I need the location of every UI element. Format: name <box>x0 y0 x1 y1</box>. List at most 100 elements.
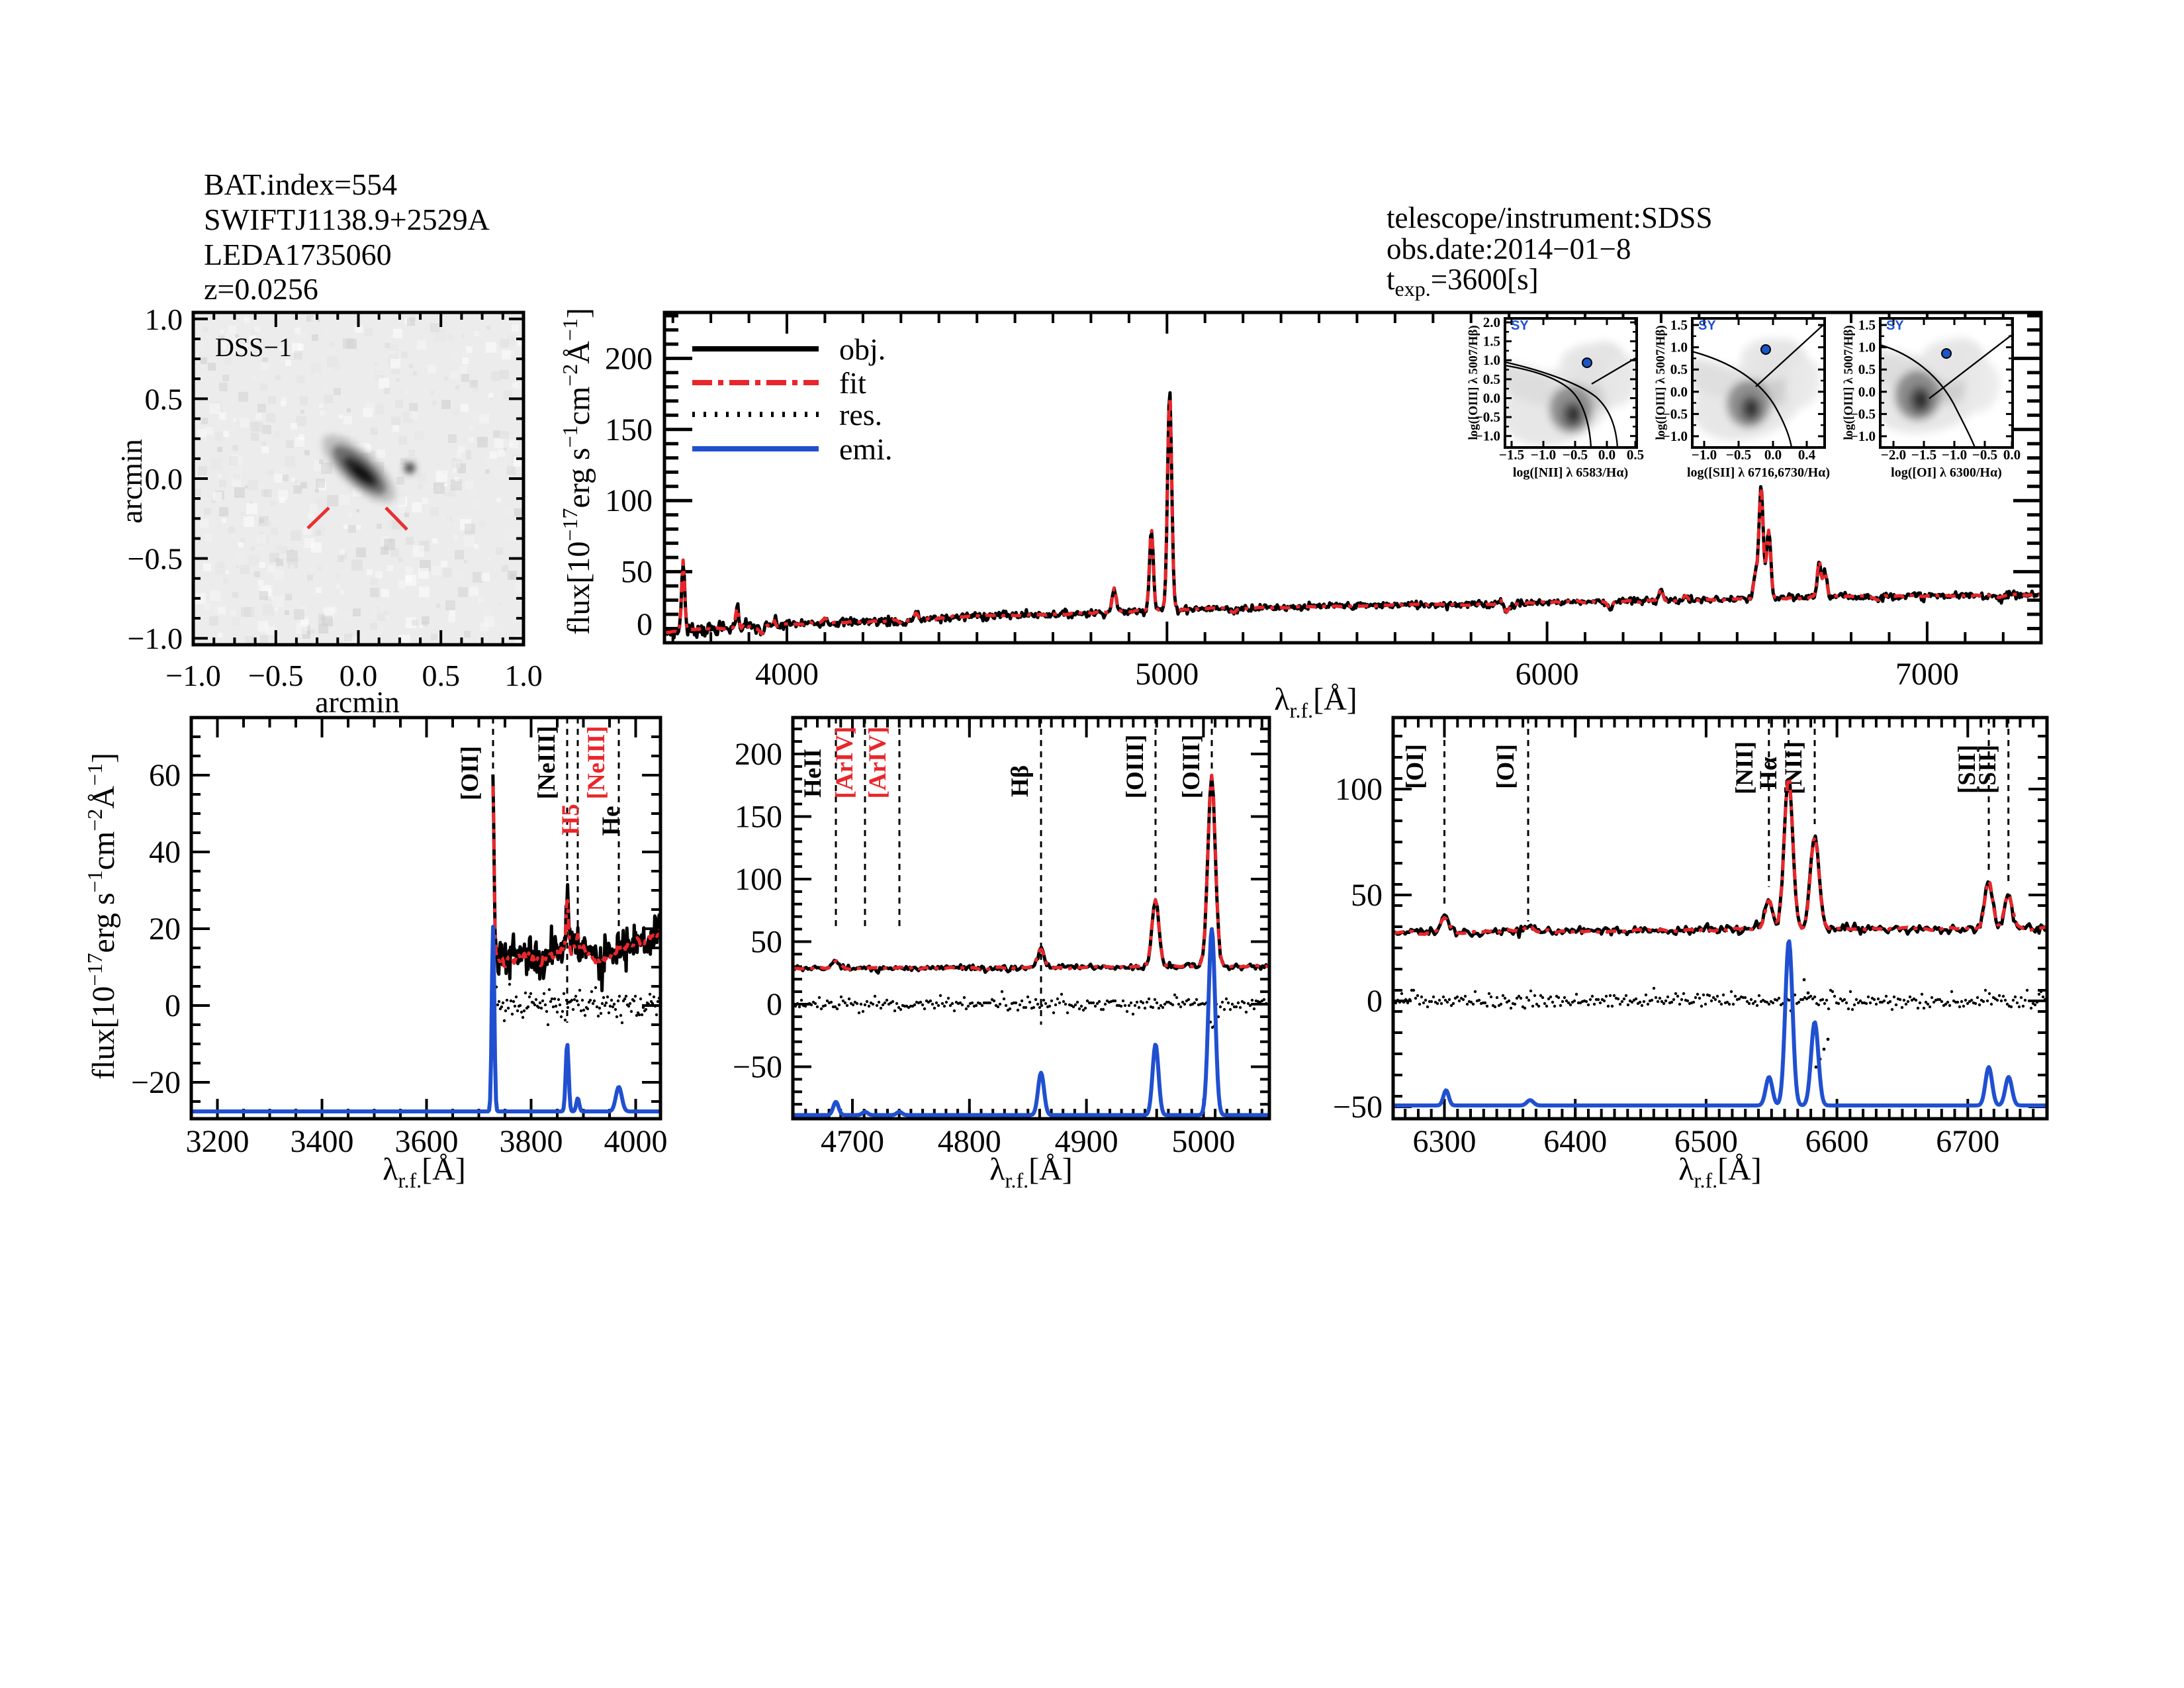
svg-text:6600: 6600 <box>1805 1124 1869 1159</box>
svg-text:−1.0: −1.0 <box>128 622 183 655</box>
svg-text:0.0: 0.0 <box>1764 447 1782 463</box>
svg-text:−1.0: −1.0 <box>1475 428 1500 444</box>
svg-text:0.0: 0.0 <box>1598 447 1615 463</box>
svg-text:−20: −20 <box>131 1065 181 1100</box>
svg-text:[NII]: [NII] <box>1731 741 1758 794</box>
svg-text:−0.5: −0.5 <box>1563 447 1588 463</box>
svg-text:−50: −50 <box>1333 1090 1383 1125</box>
svg-text:−1.0: −1.0 <box>1942 447 1967 463</box>
svg-text:0.0: 0.0 <box>2003 447 2021 463</box>
svg-text:Hα: Hα <box>1755 757 1782 790</box>
svg-text:emi.: emi. <box>839 432 892 466</box>
svg-text:4900: 4900 <box>1055 1124 1118 1159</box>
svg-text:20: 20 <box>149 912 181 947</box>
svg-text:200: 200 <box>735 737 782 772</box>
svg-text:−1.0: −1.0 <box>165 659 220 692</box>
svg-text:5000: 5000 <box>1171 1124 1235 1159</box>
svg-text:−0.5: −0.5 <box>128 542 183 576</box>
svg-text:flux[10−17erg s−1cm−2Å−1]: flux[10−17erg s−1cm−2Å−1] <box>83 753 121 1080</box>
svg-text:0.0: 0.0 <box>145 462 183 496</box>
svg-text:6400: 6400 <box>1543 1124 1607 1159</box>
svg-text:3800: 3800 <box>500 1124 563 1159</box>
svg-text:0: 0 <box>1367 984 1383 1019</box>
svg-text:0: 0 <box>637 607 653 642</box>
svg-text:SWIFTJ1138.9+2529A: SWIFTJ1138.9+2529A <box>204 203 490 236</box>
svg-text:[NeIII]: [NeIII] <box>583 726 610 800</box>
svg-text:λr.f.[Å]: λr.f.[Å] <box>989 1152 1072 1192</box>
svg-text:[OI]: [OI] <box>1492 744 1520 789</box>
svg-text:log([NII] λ 6583/Hα): log([NII] λ 6583/Hα) <box>1513 465 1628 480</box>
svg-text:0.0: 0.0 <box>1670 384 1688 400</box>
svg-text:6700: 6700 <box>1936 1124 1999 1159</box>
svg-text:0.5: 0.5 <box>1627 447 1644 463</box>
svg-text:H5: H5 <box>557 804 584 835</box>
svg-text:0: 0 <box>165 988 181 1023</box>
svg-text:1.0: 1.0 <box>1483 352 1500 368</box>
svg-text:−1.0: −1.0 <box>1531 447 1556 463</box>
svg-text:0.5: 0.5 <box>145 382 183 416</box>
svg-text:0.0: 0.0 <box>340 659 378 692</box>
svg-text:100: 100 <box>735 862 782 897</box>
svg-text:3200: 3200 <box>186 1124 250 1159</box>
svg-text:Hβ: Hβ <box>1007 765 1034 797</box>
svg-text:50: 50 <box>751 925 782 960</box>
svg-text:log([OIII] λ 5007/Hβ): log([OIII] λ 5007/Hβ) <box>1842 325 1856 440</box>
svg-text:40: 40 <box>149 835 181 870</box>
svg-text:[ArIV]: [ArIV] <box>831 727 858 799</box>
svg-text:4700: 4700 <box>821 1124 884 1159</box>
svg-text:log([OIII] λ 5007/Hβ): log([OIII] λ 5007/Hβ) <box>1654 325 1668 440</box>
svg-text:[NII]: [NII] <box>1780 741 1807 794</box>
svg-text:7000: 7000 <box>1895 657 1959 692</box>
svg-text:z=0.0256: z=0.0256 <box>204 272 318 306</box>
svg-text:[OIII]: [OIII] <box>1178 735 1205 799</box>
svg-text:[OII]: [OII] <box>457 746 484 800</box>
svg-text:3400: 3400 <box>291 1124 354 1159</box>
svg-text:SY: SY <box>1698 318 1716 333</box>
svg-text:fit: fit <box>839 366 866 400</box>
svg-text:λr.f.[Å]: λr.f.[Å] <box>383 1152 465 1192</box>
svg-text:1.0: 1.0 <box>145 303 183 336</box>
svg-text:1.5: 1.5 <box>1858 317 1876 333</box>
svg-text:[SII]: [SII] <box>1974 745 2001 794</box>
svg-text:−2.0: −2.0 <box>1881 447 1906 463</box>
svg-text:1.0: 1.0 <box>1670 340 1688 355</box>
svg-text:1.0: 1.0 <box>504 659 543 692</box>
svg-text:−0.5: −0.5 <box>1475 409 1500 425</box>
svg-text:2.0: 2.0 <box>1483 314 1500 330</box>
svg-text:0.5: 0.5 <box>1670 361 1688 377</box>
svg-text:arcmin: arcmin <box>315 685 400 719</box>
svg-text:res.: res. <box>839 398 882 432</box>
svg-text:5000: 5000 <box>1135 657 1199 692</box>
svg-text:0.5: 0.5 <box>422 659 461 692</box>
svg-text:50: 50 <box>1351 878 1383 913</box>
svg-text:1.0: 1.0 <box>1858 340 1876 355</box>
svg-text:telescope/instrument:SDSS: telescope/instrument:SDSS <box>1387 201 1712 234</box>
svg-text:0.5: 0.5 <box>1483 371 1500 387</box>
svg-text:0: 0 <box>766 987 782 1022</box>
svg-text:−1.0: −1.0 <box>1850 428 1876 444</box>
svg-text:SY: SY <box>1886 318 1904 333</box>
svg-text:150: 150 <box>605 412 653 447</box>
svg-text:−1.0: −1.0 <box>1692 447 1717 463</box>
svg-text:1.5: 1.5 <box>1483 334 1500 350</box>
svg-text:100: 100 <box>1335 772 1383 807</box>
svg-text:−50: −50 <box>733 1050 782 1085</box>
svg-text:BAT.index=554: BAT.index=554 <box>204 167 397 201</box>
svg-text:100: 100 <box>605 483 653 518</box>
svg-text:flux[10−17erg s−1cm−2Å−1]: flux[10−17erg s−1cm−2Å−1] <box>558 308 596 635</box>
svg-text:4800: 4800 <box>938 1124 1001 1159</box>
svg-text:arcmin: arcmin <box>114 439 148 524</box>
svg-text:6300: 6300 <box>1413 1124 1477 1159</box>
svg-text:0.5: 0.5 <box>1858 361 1876 377</box>
svg-text:0.4: 0.4 <box>1798 447 1816 463</box>
svg-text:λr.f.[Å]: λr.f.[Å] <box>1274 682 1357 722</box>
svg-text:He: He <box>598 806 625 835</box>
svg-text:50: 50 <box>621 555 653 590</box>
svg-text:obs.date:2014−01−8: obs.date:2014−01−8 <box>1387 232 1631 265</box>
svg-text:[SII]: [SII] <box>1954 745 1981 794</box>
svg-text:3600: 3600 <box>395 1124 459 1159</box>
svg-text:0.0: 0.0 <box>1858 384 1876 400</box>
svg-text:0.0: 0.0 <box>1483 391 1500 406</box>
svg-text:[NeIII]: [NeIII] <box>533 726 561 800</box>
svg-text:HeII: HeII <box>799 749 827 798</box>
